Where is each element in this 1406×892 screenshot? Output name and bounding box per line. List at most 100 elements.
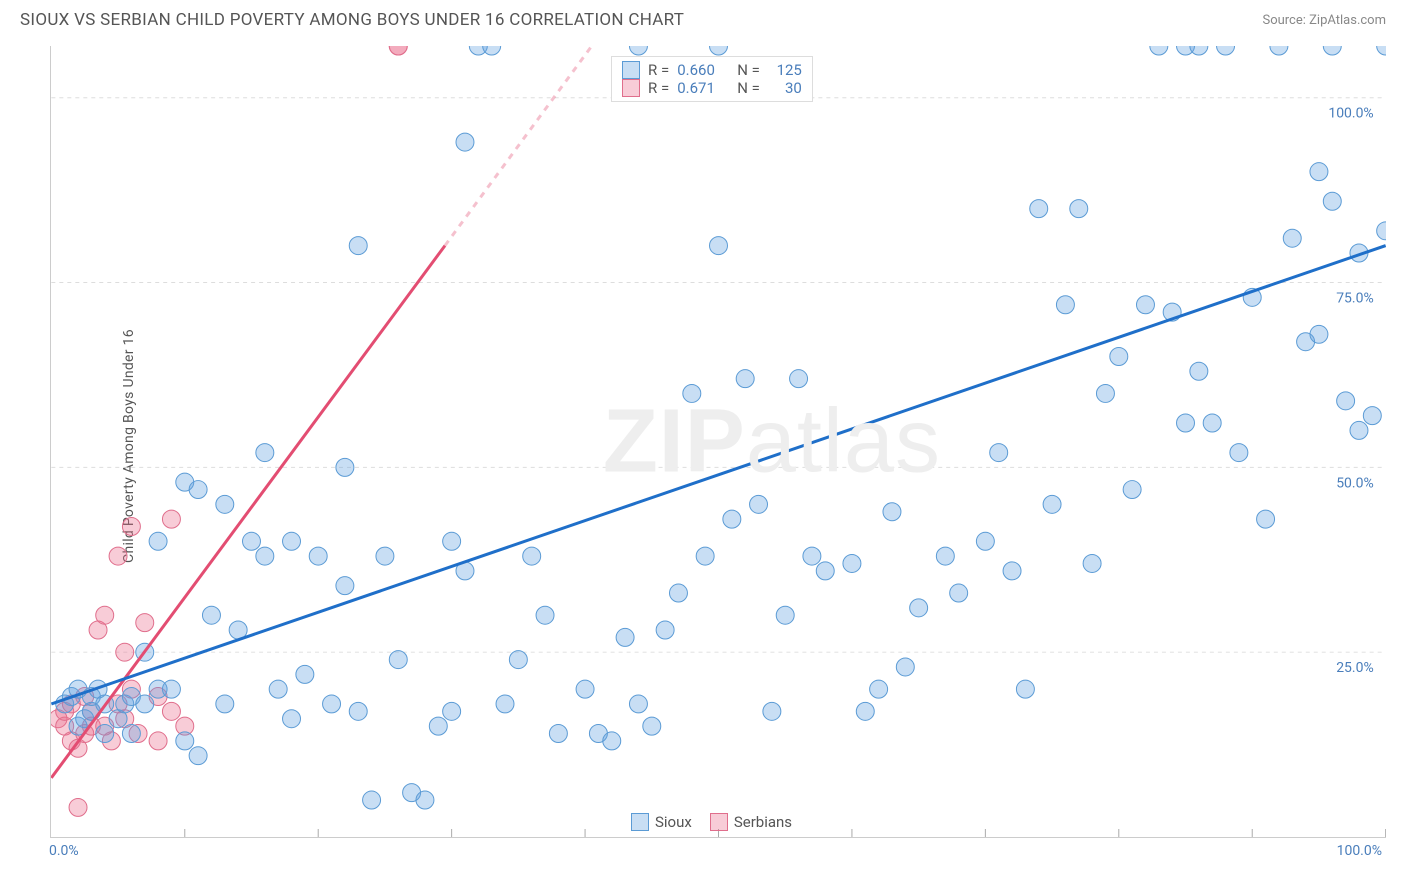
data-point bbox=[336, 458, 354, 476]
data-point bbox=[936, 547, 954, 565]
data-point bbox=[856, 702, 874, 720]
data-point bbox=[1123, 481, 1141, 499]
data-point bbox=[149, 732, 167, 750]
data-point bbox=[629, 46, 647, 55]
data-point bbox=[843, 554, 861, 572]
trend-line bbox=[51, 246, 445, 778]
data-point bbox=[776, 606, 794, 624]
data-point bbox=[1217, 46, 1235, 55]
data-point bbox=[176, 732, 194, 750]
data-point bbox=[576, 680, 594, 698]
data-point bbox=[1083, 554, 1101, 572]
data-point bbox=[910, 599, 928, 617]
data-point bbox=[389, 651, 407, 669]
data-point bbox=[549, 725, 567, 743]
data-point bbox=[750, 495, 768, 513]
data-point bbox=[509, 651, 527, 669]
x-axis-min-label: 0.0% bbox=[49, 843, 79, 859]
data-point bbox=[1350, 421, 1368, 439]
data-point bbox=[1323, 192, 1341, 210]
data-point bbox=[1323, 46, 1341, 55]
data-point bbox=[976, 532, 994, 550]
legend-r-label: R = bbox=[648, 61, 669, 79]
title-bar: SIOUX VS SERBIAN CHILD POVERTY AMONG BOY… bbox=[0, 0, 1406, 38]
data-point bbox=[603, 732, 621, 750]
data-point bbox=[136, 614, 154, 632]
data-point bbox=[736, 370, 754, 388]
data-point bbox=[216, 695, 234, 713]
data-point bbox=[389, 46, 407, 55]
data-point bbox=[429, 717, 447, 735]
data-point bbox=[496, 695, 514, 713]
data-point bbox=[149, 532, 167, 550]
data-point bbox=[696, 547, 714, 565]
y-tick-label: 25.0% bbox=[1336, 660, 1373, 676]
data-point bbox=[416, 791, 434, 809]
legend-swatch bbox=[631, 813, 649, 831]
data-point bbox=[216, 495, 234, 513]
series-legend: SiouxSerbians bbox=[631, 813, 792, 831]
data-point bbox=[1056, 296, 1074, 314]
data-point bbox=[1283, 229, 1301, 247]
data-point bbox=[443, 702, 461, 720]
legend-r-value: 0.660 bbox=[677, 61, 729, 79]
data-point bbox=[883, 503, 901, 521]
data-point bbox=[162, 680, 180, 698]
legend-swatch bbox=[622, 61, 640, 79]
data-point bbox=[243, 532, 261, 550]
data-point bbox=[1190, 362, 1208, 380]
data-point bbox=[723, 510, 741, 528]
data-point bbox=[536, 606, 554, 624]
legend-n-value: 125 bbox=[768, 61, 802, 79]
data-point bbox=[896, 658, 914, 676]
data-point bbox=[656, 621, 674, 639]
data-point bbox=[1337, 392, 1355, 410]
data-point bbox=[616, 628, 634, 646]
data-point bbox=[283, 532, 301, 550]
legend-row: R = 0.660 N = 125 bbox=[622, 61, 802, 79]
data-point bbox=[683, 384, 701, 402]
data-point bbox=[336, 577, 354, 595]
legend-n-label: N = bbox=[737, 61, 760, 79]
legend-n-value: 30 bbox=[768, 79, 802, 97]
data-point bbox=[349, 702, 367, 720]
data-point bbox=[790, 370, 808, 388]
data-point bbox=[1177, 414, 1195, 432]
data-point bbox=[296, 665, 314, 683]
source-attribution: Source: ZipAtlas.com bbox=[1262, 13, 1386, 28]
data-point bbox=[1257, 510, 1275, 528]
data-point bbox=[109, 547, 127, 565]
chart-title: SIOUX VS SERBIAN CHILD POVERTY AMONG BOY… bbox=[20, 10, 684, 30]
data-point bbox=[870, 680, 888, 698]
data-point bbox=[1003, 562, 1021, 580]
data-point bbox=[1270, 46, 1288, 55]
data-point bbox=[256, 444, 274, 462]
legend-item: Sioux bbox=[631, 813, 692, 831]
data-point bbox=[162, 510, 180, 528]
data-point bbox=[803, 547, 821, 565]
data-point bbox=[1030, 200, 1048, 218]
data-point bbox=[116, 643, 134, 661]
data-point bbox=[1377, 46, 1386, 55]
data-point bbox=[1096, 384, 1114, 402]
data-point bbox=[189, 481, 207, 499]
legend-swatch bbox=[622, 79, 640, 97]
data-point bbox=[202, 606, 220, 624]
data-point bbox=[1110, 347, 1128, 365]
data-point bbox=[189, 747, 207, 765]
data-point bbox=[483, 46, 501, 55]
data-point bbox=[323, 695, 341, 713]
data-point bbox=[1310, 163, 1328, 181]
data-point bbox=[96, 606, 114, 624]
data-point bbox=[1150, 46, 1168, 55]
data-point bbox=[162, 702, 180, 720]
data-point bbox=[1070, 200, 1088, 218]
data-point bbox=[443, 532, 461, 550]
chart-area: 25.0%50.0%75.0%100.0% ZIPatlas R =0.660N… bbox=[50, 46, 1386, 838]
data-point bbox=[950, 584, 968, 602]
data-point bbox=[363, 791, 381, 809]
legend-r-label: R = bbox=[648, 79, 669, 97]
data-point bbox=[122, 518, 140, 536]
data-point bbox=[816, 562, 834, 580]
x-axis-max-label: 100.0% bbox=[1337, 843, 1382, 859]
